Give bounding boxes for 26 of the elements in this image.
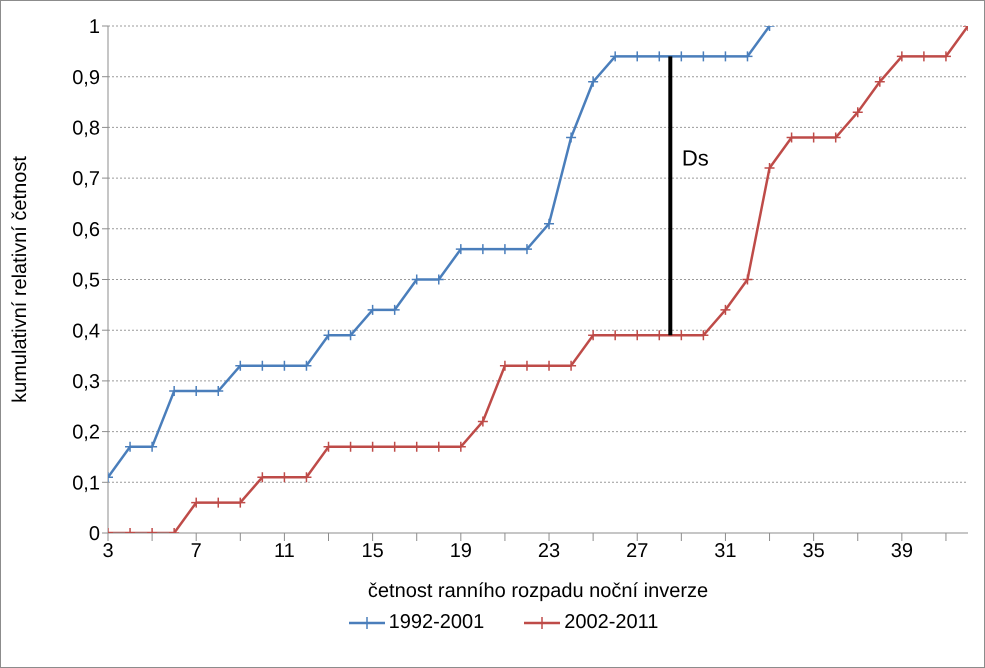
y-tick-label: 0,1 (72, 472, 100, 494)
legend-label: 2002-2011 (564, 611, 658, 634)
y-tick-label: 0,9 (72, 66, 100, 89)
x-tick-label: 15 (361, 540, 384, 562)
y-tick-label: 0,5 (72, 270, 100, 292)
y-tick-label: 0 (88, 523, 100, 546)
x-tick-label: 19 (450, 540, 472, 562)
y-tick-label: 0,6 (72, 218, 100, 241)
y-tick-label: 0,2 (72, 422, 100, 444)
x-tick-label: 27 (626, 540, 648, 562)
y-axis-title: kumulativní relativní četnost (9, 156, 32, 403)
x-tick-label: 7 (190, 540, 202, 562)
y-tick-label: 0,4 (72, 320, 100, 342)
annotation: Ds (682, 146, 709, 171)
y-tick-label: 0,8 (72, 118, 100, 140)
x-tick-label: 35 (802, 540, 825, 562)
y-tick-label: 0,3 (72, 371, 100, 393)
x-tick-label: 39 (890, 540, 913, 562)
x-tick-label: 31 (714, 540, 737, 562)
y-tick-label: 0,7 (72, 168, 100, 190)
legend-label: 1992-2001 (388, 611, 484, 634)
x-tick-label: 3 (102, 540, 114, 562)
x-tick-label: 11 (274, 540, 295, 562)
y-tick-label: 1 (88, 16, 100, 38)
x-tick-label: 23 (538, 540, 560, 562)
x-axis-title: četnost ranního rozpadu noční inverze (368, 580, 708, 602)
